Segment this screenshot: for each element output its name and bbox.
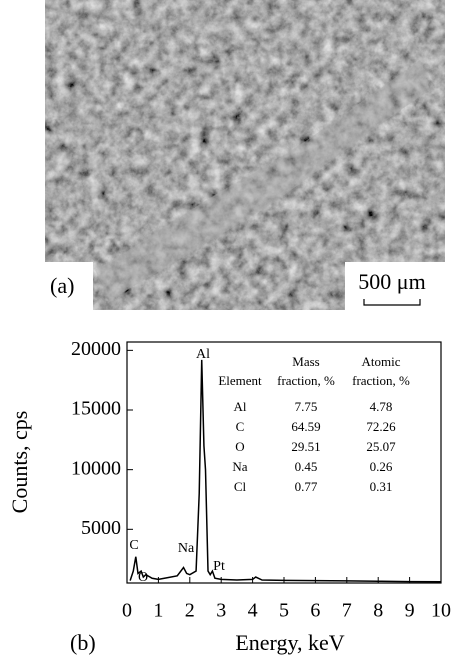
table-cell: 0.77 (295, 479, 318, 494)
x-tick-label: 5 (279, 600, 289, 622)
peak-label: Na (178, 541, 195, 556)
table-cell: Na (232, 459, 247, 474)
y-tick-label: 10000 (71, 457, 121, 479)
table-cell: 0.26 (370, 459, 393, 474)
table-header: fraction, % (277, 373, 335, 388)
panel-label: (b) (70, 630, 96, 655)
table-cell: C (236, 419, 245, 434)
table-cell: 72.26 (366, 419, 396, 434)
table-cell: 25.07 (366, 439, 396, 454)
x-tick-label: 6 (310, 600, 320, 622)
spectrum-line (130, 360, 441, 582)
x-tick-label: 1 (153, 600, 163, 622)
table-cell: Al (234, 399, 247, 414)
page: (a) 500 μm (b) Energy, keV Counts, cps 5… (0, 0, 457, 667)
table-cell: 29.51 (291, 439, 320, 454)
table-cell: 0.31 (370, 479, 393, 494)
table-cell: O (235, 439, 244, 454)
x-tick-label: 10 (431, 600, 451, 622)
peak-label: O (138, 570, 148, 585)
x-tick-label: 8 (373, 600, 383, 622)
table-header: Element (218, 373, 262, 388)
scale-bar-label: 500 μm (358, 269, 425, 294)
table-header: Mass (292, 354, 319, 369)
x-tick-label: 7 (342, 600, 352, 622)
table-header: fraction, % (352, 373, 410, 388)
y-tick-label: 5000 (81, 517, 121, 539)
x-tick-label: 4 (248, 600, 258, 622)
table-header: Atomic (362, 354, 401, 369)
table-cell: 64.59 (291, 419, 320, 434)
sem-image (45, 0, 445, 310)
y-tick-label: 20000 (71, 338, 121, 360)
x-tick-label: 9 (405, 600, 415, 622)
x-tick-label: 0 (122, 600, 132, 622)
peak-label: C (129, 538, 138, 553)
panel-label: (a) (50, 273, 74, 298)
x-axis-label: Energy, keV (235, 630, 344, 655)
x-tick-label: 3 (216, 600, 226, 622)
peak-label: Pt (213, 559, 225, 574)
table-cell: 0.45 (295, 459, 318, 474)
y-axis-label: Counts, cps (7, 411, 32, 514)
peak-label: Al (196, 347, 210, 362)
y-tick-label: 15000 (71, 398, 121, 420)
x-tick-label: 2 (185, 600, 195, 622)
table-cell: 4.78 (370, 399, 393, 414)
figure: (a) 500 μm (b) Energy, keV Counts, cps 5… (0, 0, 457, 667)
table-cell: 7.75 (295, 399, 318, 414)
table-cell: Cl (234, 479, 247, 494)
